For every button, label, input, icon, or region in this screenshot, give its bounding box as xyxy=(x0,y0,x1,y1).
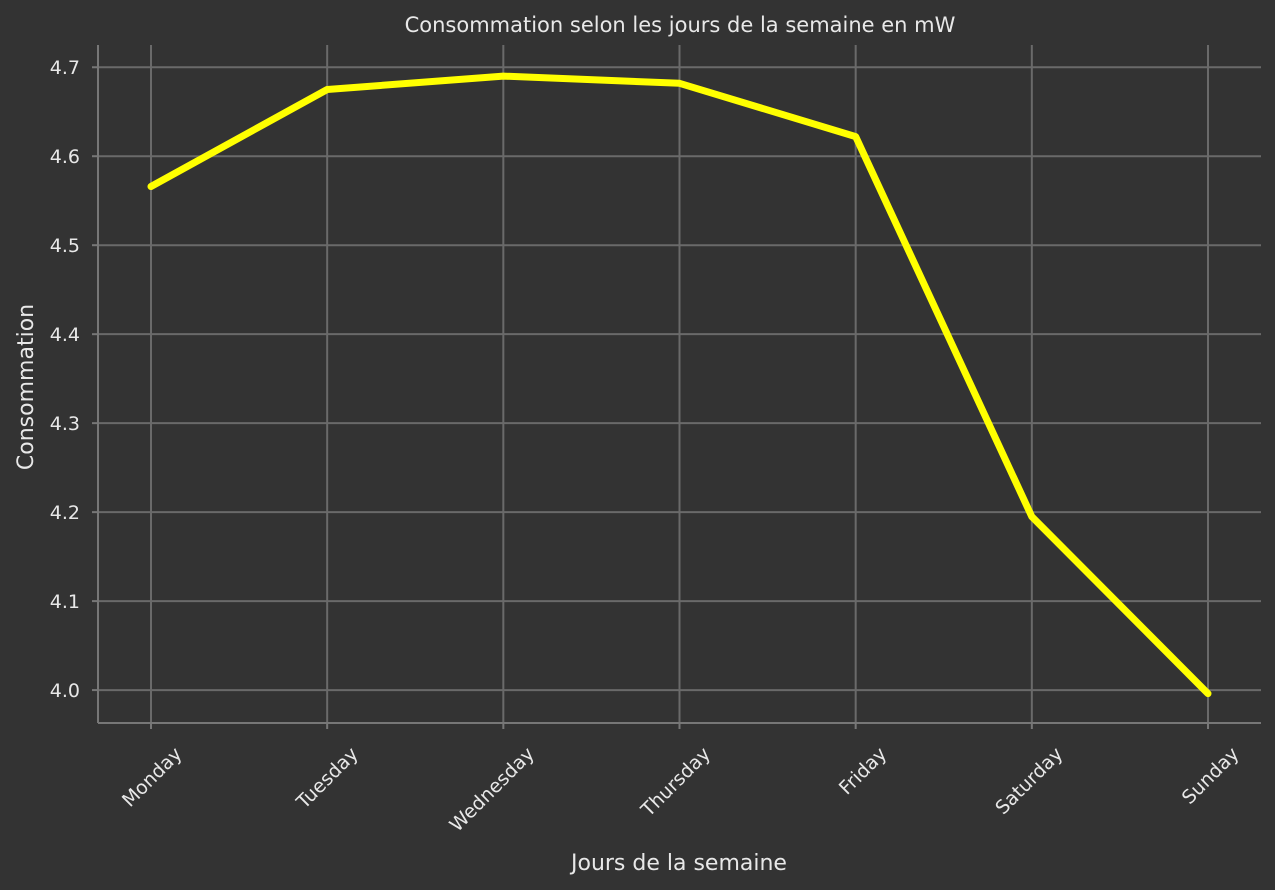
y-tick-label: 4.5 xyxy=(50,235,80,257)
x-tick-label: Saturday xyxy=(991,743,1067,819)
y-tick-label: 4.7 xyxy=(50,57,80,79)
x-axis-ticks: Monday Tuesday Wednesday Thursday Friday Satu… xyxy=(118,723,1244,836)
y-axis-ticks: 4.0 4.1 4.2 4.3 4.4 4.5 4.6 4.7 xyxy=(50,57,98,702)
y-tick-label: 4.0 xyxy=(50,680,80,702)
series-layer xyxy=(147,72,1212,698)
x-axis-label: Jours de la semaine xyxy=(569,851,787,876)
grid xyxy=(98,45,1261,723)
x-tick-label: Friday xyxy=(835,743,891,799)
y-tick-label: 4.3 xyxy=(50,413,80,435)
y-tick-label: 4.6 xyxy=(50,146,80,168)
y-axis-label: Consommation xyxy=(14,304,39,470)
x-tick-label: Monday xyxy=(118,743,187,812)
x-tick-label: Sunday xyxy=(1178,743,1244,809)
y-tick-label: 4.2 xyxy=(50,502,80,524)
x-tick-label: Thursday xyxy=(636,743,715,822)
y-tick-label: 4.1 xyxy=(50,591,80,613)
series-line xyxy=(147,72,1212,698)
x-tick-label: Wednesday xyxy=(446,743,539,836)
vertical-gridlines xyxy=(150,45,1209,723)
x-tick-label: Tuesday xyxy=(292,743,363,814)
y-tick-label: 4.4 xyxy=(50,324,80,346)
chart-title: Consommation selon les jours de la semai… xyxy=(405,13,956,37)
axes: 4.0 4.1 4.2 4.3 4.4 4.5 4.6 4.7 Monday Tuesday We… xyxy=(50,45,1261,836)
